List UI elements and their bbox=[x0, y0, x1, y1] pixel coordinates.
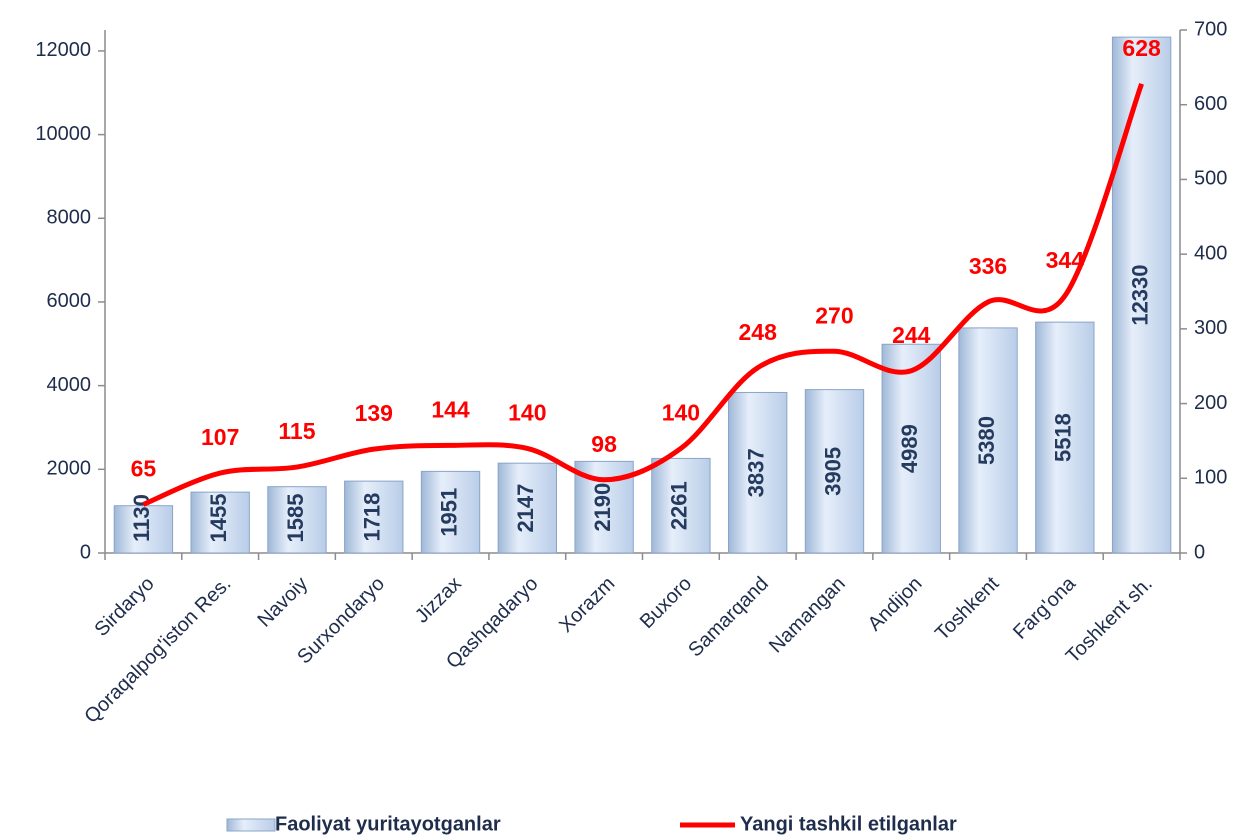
x-tick-label: Qoraqalpog'iston Res. bbox=[80, 573, 235, 728]
line-value-label: 140 bbox=[508, 399, 546, 425]
bar-value-label: 1951 bbox=[436, 488, 461, 537]
y-tick-label: 8000 bbox=[47, 207, 92, 229]
bar bbox=[651, 457, 711, 554]
bar-value-label: 5518 bbox=[1051, 413, 1076, 462]
bar bbox=[420, 470, 481, 554]
bar-value-label: 4989 bbox=[897, 424, 922, 473]
x-tick-label: Samarqand bbox=[684, 573, 773, 662]
bar-value-label: 2261 bbox=[667, 481, 692, 530]
x-tick-label: Navoiy bbox=[253, 573, 312, 632]
legend-label: Yangi tashkil etilganlar bbox=[740, 813, 957, 835]
y-tick-label: 0 bbox=[80, 541, 91, 563]
line-value-label: 270 bbox=[815, 302, 853, 328]
bar-value-label: 5380 bbox=[974, 416, 999, 465]
y2-tick-label: 200 bbox=[1194, 392, 1227, 414]
x-tick-label: Namangan bbox=[765, 573, 850, 658]
y-tick-label: 10000 bbox=[35, 123, 91, 145]
line-value-label: 98 bbox=[591, 431, 617, 457]
line-value-label: 244 bbox=[892, 322, 931, 348]
line-value-label: 344 bbox=[1046, 247, 1085, 273]
bar-value-label: 1585 bbox=[283, 494, 308, 543]
bar bbox=[1111, 36, 1172, 554]
line-value-label: 107 bbox=[201, 424, 239, 450]
y-tick-label: 12000 bbox=[35, 39, 91, 61]
bar bbox=[728, 391, 788, 554]
y2-tick-label: 0 bbox=[1194, 541, 1205, 563]
x-tick-label: Buxoro bbox=[636, 573, 696, 633]
y2-tick-label: 500 bbox=[1194, 168, 1227, 190]
line-value-label: 248 bbox=[738, 319, 777, 345]
y2-tick-label: 700 bbox=[1194, 18, 1227, 40]
bar-value-label: 1455 bbox=[206, 494, 231, 543]
bar-value-label: 2190 bbox=[590, 483, 615, 532]
x-tick-label: Jizzax bbox=[411, 573, 466, 628]
bar bbox=[267, 486, 327, 554]
bar bbox=[344, 480, 404, 554]
bar bbox=[1035, 321, 1095, 554]
bar bbox=[497, 462, 557, 554]
y-tick-label: 6000 bbox=[47, 290, 92, 312]
x-tick-label: Xorazm bbox=[555, 573, 619, 637]
line-value-label: 139 bbox=[355, 400, 393, 426]
line-value-label: 144 bbox=[431, 396, 470, 422]
line bbox=[142, 82, 1144, 507]
x-tick-label: Sirdaryo bbox=[90, 573, 158, 641]
y2-tick-label: 400 bbox=[1194, 242, 1227, 264]
line-value-label: 628 bbox=[1122, 35, 1161, 61]
y2-tick-label: 600 bbox=[1194, 93, 1227, 115]
x-tick-label: Toshkent bbox=[931, 572, 1003, 644]
y-tick-label: 4000 bbox=[47, 374, 92, 396]
bar-value-label: 3905 bbox=[820, 447, 845, 496]
bar-value-label: 1718 bbox=[360, 493, 385, 542]
bar bbox=[190, 491, 250, 554]
bar bbox=[804, 389, 865, 554]
y2-tick-label: 100 bbox=[1194, 467, 1227, 489]
x-tick-label: Farg'ona bbox=[1009, 572, 1081, 644]
bar bbox=[113, 505, 174, 554]
legend-swatch bbox=[226, 818, 276, 832]
bar-value-label: 2147 bbox=[513, 484, 538, 533]
line-value-label: 140 bbox=[662, 399, 700, 425]
bar-value-label: 3837 bbox=[743, 448, 768, 497]
bar-value-label: 12330 bbox=[1127, 264, 1152, 325]
y2-tick-label: 300 bbox=[1194, 317, 1227, 339]
x-tick-label: Andijon bbox=[864, 573, 927, 636]
y-tick-label: 2000 bbox=[47, 458, 92, 480]
legend-label: Faoliyat yuritayotganlar bbox=[275, 813, 501, 835]
line-value-label: 65 bbox=[131, 456, 157, 482]
line-value-label: 115 bbox=[278, 418, 315, 444]
bar bbox=[958, 327, 1018, 554]
bar bbox=[881, 343, 941, 554]
line-value-label: 336 bbox=[969, 253, 1007, 279]
